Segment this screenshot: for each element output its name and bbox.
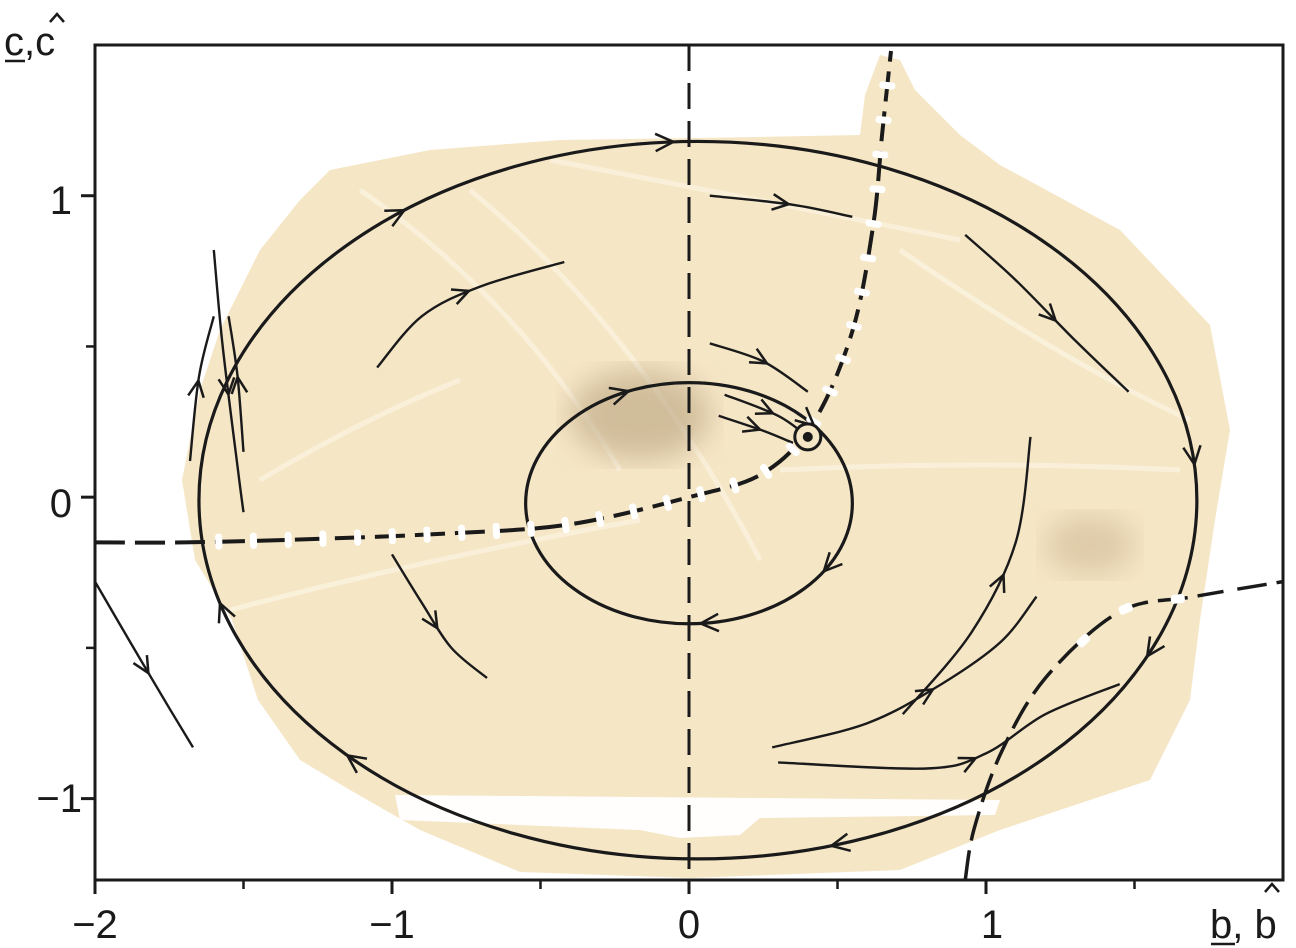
arrowhead (771, 193, 792, 211)
correction-mark (696, 486, 706, 503)
correction-mark (662, 494, 673, 511)
x-tick-label: 0 (678, 903, 700, 947)
correction-bar (395, 795, 1000, 838)
x-tick-label: 1 (981, 903, 1003, 947)
arrowhead (957, 756, 979, 773)
correction-mark (215, 533, 223, 550)
arrowhead (608, 386, 632, 406)
arrowhead (914, 687, 936, 706)
arrowhead (654, 132, 677, 153)
correction-mark (869, 185, 886, 194)
arrowhead (821, 551, 843, 574)
streamline (964, 234, 1130, 393)
svg-text:c,c: c,c (4, 20, 55, 64)
streamline (718, 414, 794, 445)
correction-mark (561, 516, 570, 534)
arrowhead (230, 374, 249, 395)
correction-mark (388, 528, 397, 545)
arrowhead (217, 376, 236, 398)
correction-mark (457, 524, 466, 541)
arrowhead (697, 612, 720, 633)
y-tick-label: 1 (50, 179, 72, 223)
arrowhead (132, 654, 150, 676)
separatrix-lower (963, 579, 1284, 881)
correction-mark (872, 150, 889, 159)
y-tick-label: 0 (50, 482, 72, 526)
arrowhead (1038, 303, 1058, 323)
correction-mark (319, 530, 327, 547)
correction-mark (853, 287, 871, 297)
streamline (709, 342, 809, 393)
correction-mark (785, 442, 800, 457)
stain (1045, 515, 1135, 575)
arrowhead (450, 288, 472, 305)
correction-mark (879, 81, 896, 90)
y-axis-title: c,c (4, 12, 65, 64)
arrowhead (344, 753, 368, 774)
outer-orbit (197, 139, 1199, 861)
correction-mark (822, 385, 838, 397)
correction-mark (835, 353, 851, 365)
arrowhead (217, 600, 236, 624)
correction-mark (353, 529, 362, 546)
y-tick-label: −1 (36, 777, 82, 821)
streamline (709, 194, 853, 218)
correction-mark (1223, 585, 1238, 596)
inner-orbit (524, 381, 854, 626)
correction-mark (860, 253, 877, 263)
correction-mark (492, 522, 501, 540)
svg-text:b, b: b, b (1210, 903, 1277, 947)
arrowhead (748, 347, 770, 365)
streamline (771, 595, 1038, 749)
streamline (376, 260, 565, 369)
streamline (901, 436, 1032, 715)
correction-mark (249, 532, 258, 549)
streamline (778, 682, 1121, 770)
correction-mark (845, 321, 862, 331)
arrowhead (1182, 444, 1202, 468)
x-axis-title: b, b (1210, 882, 1280, 947)
correction-mark (527, 520, 535, 537)
arrowhead (421, 610, 439, 631)
correction-mark (729, 477, 740, 494)
streamline (188, 316, 215, 462)
correction-mark (1118, 602, 1133, 615)
correction-mark (1076, 633, 1091, 648)
arrowhead (988, 572, 1006, 593)
correction-mark (628, 503, 639, 520)
arrowhead (741, 415, 763, 433)
x-tick-label: −1 (369, 903, 415, 947)
correction-mark (423, 526, 431, 543)
correction-mark (284, 531, 292, 548)
correction-mark (759, 463, 773, 479)
equilibrium-point (793, 422, 823, 452)
correction-mark (865, 219, 882, 228)
arrowhead (1145, 636, 1166, 659)
streamline (93, 580, 195, 749)
x-tick-label: −2 (72, 903, 118, 947)
arrowhead (754, 398, 776, 415)
streamline (212, 249, 245, 513)
arrowhead (187, 377, 205, 399)
stain (570, 370, 710, 460)
arrowhead (384, 208, 407, 227)
correction-mark (875, 115, 892, 125)
correction-mark (1170, 593, 1185, 604)
arrowhead (828, 832, 852, 853)
correction-mark (595, 511, 605, 527)
